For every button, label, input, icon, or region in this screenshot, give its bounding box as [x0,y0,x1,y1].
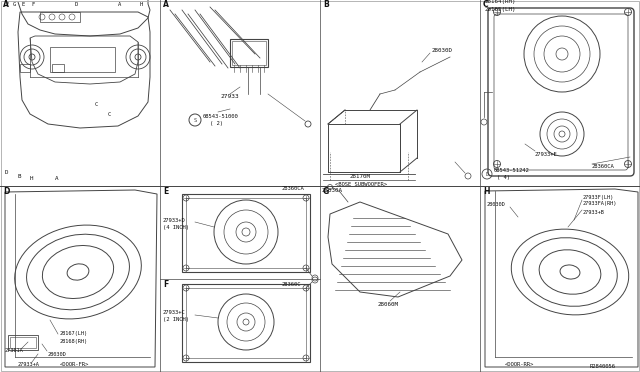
Text: 28030D: 28030D [432,48,453,52]
Bar [40,12,80,22]
Text: 28167(LH): 28167(LH) [60,331,88,337]
Bar [232,41,266,65]
Text: 27933+C: 27933+C [163,310,186,314]
Bar [8,335,38,350]
Text: F: F [163,280,168,289]
Text: <DOOR-RR>: <DOOR-RR> [505,362,534,366]
Text: <BOSE SUBWOOFER>: <BOSE SUBWOOFER> [335,182,387,186]
Text: H: H [140,2,143,7]
Text: 28360CA: 28360CA [592,164,615,170]
Bar [20,64,30,72]
Text: D: D [5,170,8,174]
Text: 27933+B: 27933+B [583,209,605,215]
Text: C: C [108,112,111,116]
Text: 27361A: 27361A [5,347,24,353]
Text: 27933+D: 27933+D [163,218,186,222]
Text: 08543-51242: 08543-51242 [494,169,530,173]
Text: 27933: 27933 [220,94,239,99]
Text: 28060M: 28060M [378,301,399,307]
Text: 27933FA(RH): 27933FA(RH) [583,202,618,206]
Text: S: S [193,118,196,122]
Text: 27933+E: 27933+E [535,151,557,157]
Text: ( 4): ( 4) [497,176,510,180]
Text: G: G [323,187,329,196]
Text: 28168(RH): 28168(RH) [60,339,88,343]
Bar [50,47,115,72]
Bar [182,284,310,362]
Text: (2 INCH): (2 INCH) [163,317,189,321]
Text: 28030D: 28030D [487,202,506,206]
Text: F: F [31,2,35,7]
Text: <DOOR-FR>: <DOOR-FR> [60,362,89,366]
Text: G: G [13,2,16,7]
Text: E: E [163,187,168,196]
Bar [230,39,268,67]
Bar [186,288,306,358]
Text: E: E [22,2,25,7]
Text: 28030D: 28030D [48,352,67,356]
Text: D: D [3,187,10,196]
Bar [10,337,36,348]
Text: A: A [163,0,169,9]
Text: C: C [95,102,99,106]
Text: 28360C: 28360C [282,282,301,286]
Text: H: H [30,176,33,182]
Text: A: A [3,0,9,9]
Text: B: B [323,0,329,9]
Text: B: B [18,174,22,180]
Text: 28164(RH): 28164(RH) [485,0,516,4]
Text: H: H [483,187,490,196]
Text: A: A [118,2,121,7]
Text: R2840056: R2840056 [590,365,616,369]
Text: 28030A: 28030A [322,187,343,192]
Text: 28360CA: 28360CA [282,186,305,192]
Text: 28165(LH): 28165(LH) [485,6,516,12]
Text: 27933+A: 27933+A [18,362,40,366]
Text: C: C [483,0,488,9]
Text: 27933F(LH): 27933F(LH) [583,195,614,199]
Text: ( 2): ( 2) [210,122,223,126]
Text: D: D [75,2,78,7]
Text: D: D [486,171,488,176]
Text: A: A [55,176,58,182]
Bar [182,194,310,272]
Bar [52,64,64,72]
Text: F: F [5,2,8,7]
Text: (4 INCH): (4 INCH) [163,224,189,230]
Text: 08543-51000: 08543-51000 [203,115,239,119]
Bar [186,198,306,268]
Text: 28170M: 28170M [350,173,371,179]
